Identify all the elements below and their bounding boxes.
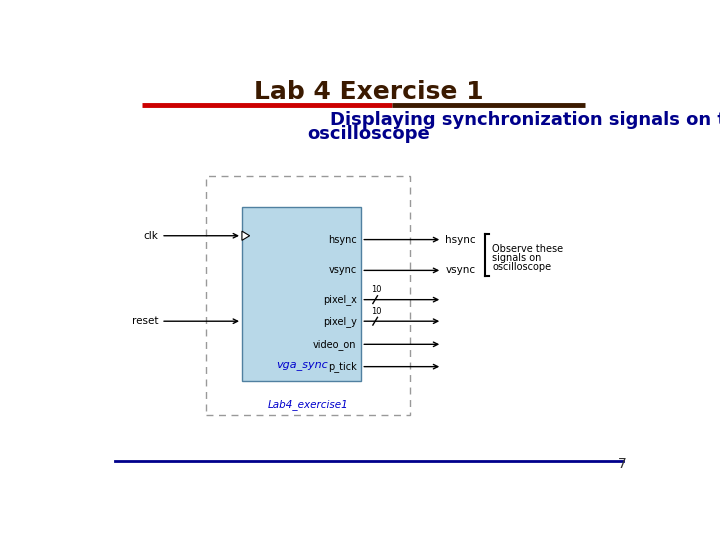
Polygon shape [242, 231, 250, 240]
Text: pixel_y: pixel_y [323, 316, 356, 327]
Text: Displaying synchronization signals on the: Displaying synchronization signals on th… [330, 111, 720, 129]
Text: reset: reset [132, 316, 158, 326]
Text: 7: 7 [618, 457, 627, 471]
Text: oscilloscope: oscilloscope [307, 125, 431, 143]
Text: vsync: vsync [445, 265, 475, 275]
Text: signals on: signals on [492, 253, 541, 263]
Text: video_on: video_on [313, 339, 356, 350]
Text: vga_sync: vga_sync [276, 360, 328, 370]
Text: pixel_x: pixel_x [323, 294, 356, 305]
Text: p_tick: p_tick [328, 361, 356, 372]
Text: Lab4_exercise1: Lab4_exercise1 [267, 399, 348, 410]
Text: hsync: hsync [328, 234, 356, 245]
Text: oscilloscope: oscilloscope [492, 262, 552, 272]
Text: vsync: vsync [328, 265, 356, 275]
Text: 10: 10 [371, 285, 381, 294]
Text: 10: 10 [371, 307, 381, 316]
Text: hsync: hsync [445, 234, 476, 245]
Text: Lab 4 Exercise 1: Lab 4 Exercise 1 [254, 80, 484, 104]
Text: clk: clk [143, 231, 158, 241]
Text: Observe these: Observe these [492, 244, 563, 254]
FancyBboxPatch shape [242, 207, 361, 381]
